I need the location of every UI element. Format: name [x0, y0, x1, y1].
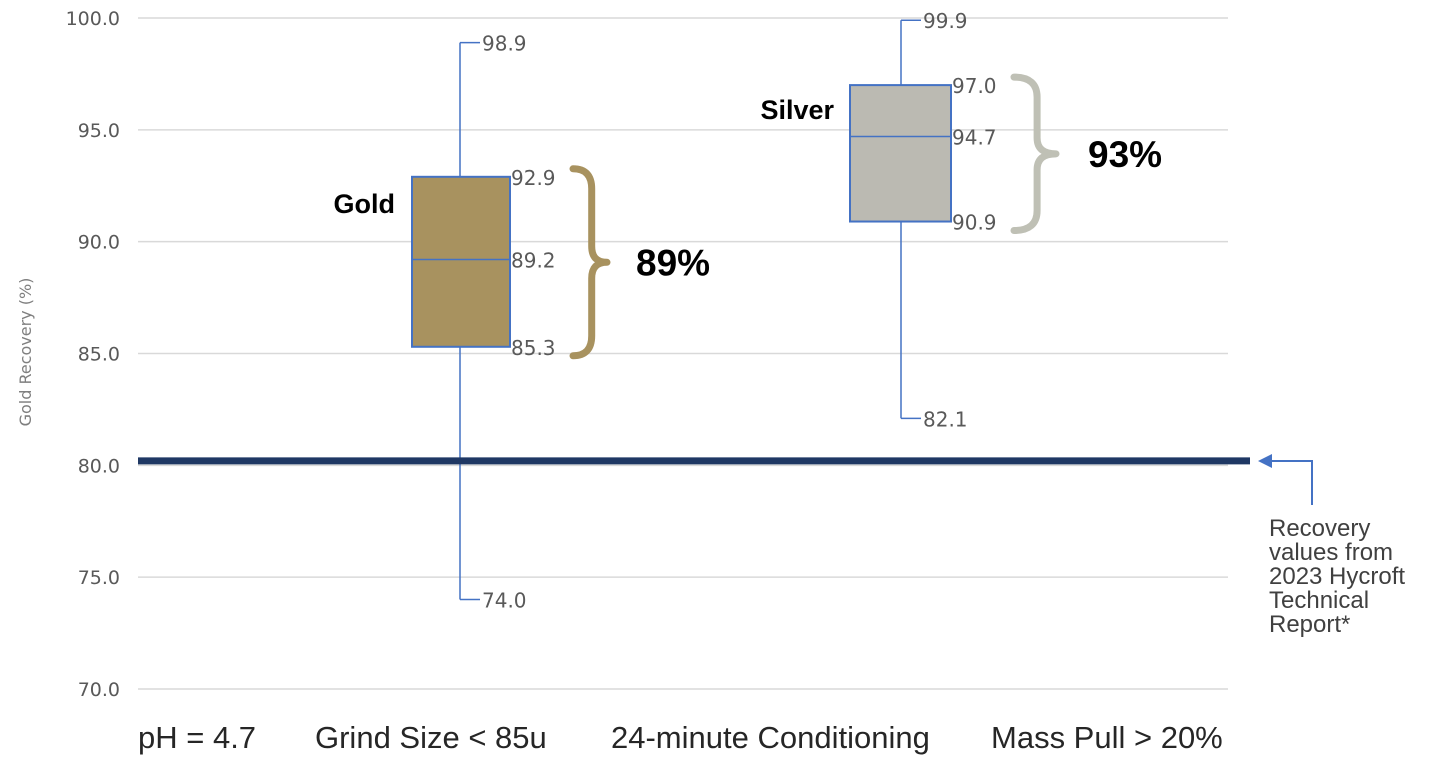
conditions-row: pH = 4.7 Grind Size < 85u 24-minute Condit…: [138, 720, 1223, 755]
q1-label: 85.3: [511, 336, 556, 360]
max-label: 99.9: [923, 9, 968, 33]
y-tick-label: 95.0: [78, 120, 120, 142]
brace-icon: [569, 165, 611, 360]
min-label: 82.1: [923, 407, 968, 431]
arrow-head-icon: [1258, 454, 1272, 468]
q3-label: 97.0: [952, 74, 997, 98]
y-tick-label: 90.0: [78, 232, 120, 254]
y-tick-label: 70.0: [78, 679, 120, 701]
brace-icon: [1010, 73, 1060, 235]
q3-label: 92.9: [511, 166, 556, 190]
condition-label: Mass Pull > 20%: [991, 720, 1223, 755]
reference-line-group: [138, 454, 1313, 505]
y-tick-label: 80.0: [78, 455, 120, 477]
y-axis-label: Gold Recovery (%): [16, 278, 35, 427]
q1-label: 90.9: [952, 211, 997, 235]
recovery-percent-gold: 89%: [636, 242, 710, 283]
condition-label: pH = 4.7: [138, 720, 256, 755]
box-silver: 99.9 97.0 94.7 90.9 82.1 Silver 93%: [760, 9, 1162, 431]
annotation-line: Technical: [1269, 587, 1369, 614]
series-name-gold: Gold: [334, 189, 396, 219]
box-series: 98.992.989.285.374.0Gold89%99.997.094.79…: [334, 9, 1163, 612]
y-tick-label: 85.0: [78, 344, 120, 366]
y-tick-label: 75.0: [78, 567, 120, 589]
annotation-line: values from: [1269, 539, 1393, 566]
box-gold: 98.9 92.9 89.2 85.3 74.0 Gold 89%: [334, 32, 711, 613]
condition-label: Grind Size < 85u: [315, 720, 547, 755]
annotation-line: Report*: [1269, 611, 1350, 638]
iqr-box: [849, 84, 952, 223]
gridlines: [138, 17, 1228, 690]
iqr-box: [411, 175, 511, 348]
median-label: 94.7: [952, 126, 997, 150]
recovery-percent-silver: 93%: [1088, 134, 1162, 175]
annotation-line: Recovery: [1269, 515, 1370, 542]
condition-label: 24-minute Conditioning: [611, 720, 930, 755]
y-tick-label: 100.0: [66, 8, 120, 30]
annotation-line: 2023 Hycroft: [1269, 563, 1405, 590]
series-name-silver: Silver: [760, 95, 834, 125]
max-label: 98.9: [482, 32, 527, 56]
y-axis-ticks: 100.0 95.0 90.0 85.0 80.0 75.0 70.0: [66, 8, 120, 701]
annotation-arrow: [1268, 460, 1313, 505]
min-label: 74.0: [482, 589, 527, 613]
median-label: 89.2: [511, 249, 556, 273]
